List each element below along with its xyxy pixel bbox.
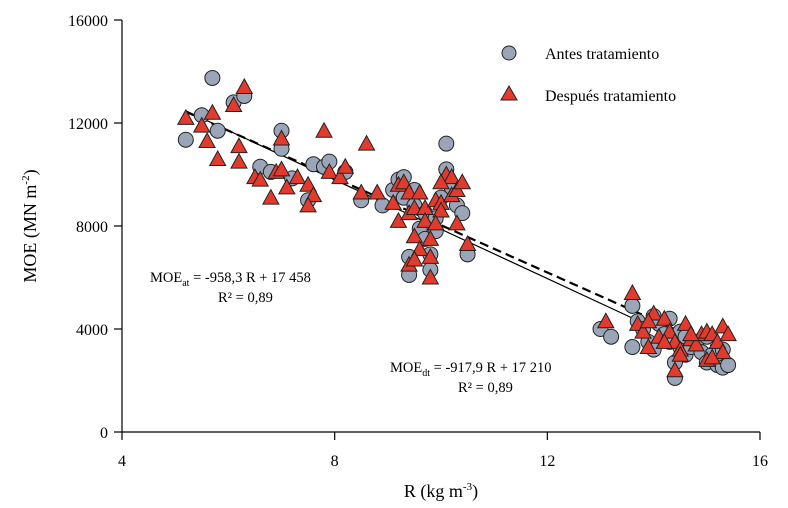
y-axis-title: MOE (MN m-2) [20, 169, 41, 282]
despues-point [421, 229, 440, 246]
data-markers [176, 69, 737, 386]
fit-equation-dt: MOEdt = -917,9 R + 17 210 [390, 360, 552, 379]
despues-point [623, 283, 642, 300]
y-tick-label: 16000 [68, 13, 108, 30]
despues-point [687, 335, 706, 352]
despues-point [410, 240, 429, 257]
despues-point [405, 250, 424, 267]
despues-point [400, 183, 418, 200]
despues-point [203, 103, 222, 120]
despues-point [251, 170, 270, 187]
despues-point [666, 361, 684, 378]
despues-point [224, 95, 243, 112]
despues-point [331, 168, 349, 185]
legend-label-antes: Antes tratamiento [545, 46, 659, 63]
antes-point [624, 339, 641, 356]
despues-point [336, 157, 355, 174]
despues-point [639, 312, 658, 329]
despues-point [432, 173, 450, 190]
legend-marker-triangle [500, 84, 518, 101]
despues-point [676, 314, 695, 331]
despues-point [421, 247, 440, 264]
fit-equation-at: MOEat = -958,3 R + 17 458 [150, 270, 311, 289]
x-axis-title: R (kg m-3) [404, 481, 478, 502]
legend-label-despues: Después tratamiento [545, 88, 676, 105]
despues-point [639, 337, 658, 355]
y-tick-label: 0 [100, 425, 108, 442]
despues-point [416, 211, 434, 228]
despues-point [198, 131, 216, 149]
x-tick-label: 4 [118, 453, 126, 470]
despues-point [368, 183, 387, 200]
despues-point [208, 150, 227, 167]
antes-point [209, 122, 226, 139]
despues-point [315, 121, 333, 138]
despues-point [299, 175, 317, 192]
despues-point [596, 312, 615, 329]
despues-point [230, 152, 248, 169]
despues-point [320, 162, 339, 179]
antes-point [438, 135, 455, 152]
despues-point [357, 134, 376, 151]
despues-point [432, 201, 450, 218]
fit-r2-at: R² = 0,89 [218, 290, 273, 306]
despues-point [682, 325, 700, 342]
despues-point [192, 116, 211, 133]
x-tick-label: 8 [331, 453, 339, 470]
despues-point [394, 173, 413, 190]
antes-point [177, 131, 194, 148]
despues-point [410, 183, 429, 200]
axis-ticks: 4 8 12 16 0 4000 8000 12000 16000 [68, 13, 768, 470]
y-tick-label: 8000 [76, 219, 108, 236]
despues-point [713, 343, 732, 360]
despues-point [442, 168, 461, 185]
antes-point [603, 328, 620, 345]
despues-point [453, 173, 472, 190]
despues-point [719, 325, 737, 342]
x-tick-label: 16 [752, 453, 768, 470]
y-tick-label: 4000 [76, 322, 108, 339]
despues-point [230, 137, 248, 154]
despues-point [660, 322, 679, 339]
despues-point [421, 268, 440, 285]
despues-point [405, 198, 424, 215]
despues-point [405, 227, 424, 244]
despues-point [176, 108, 195, 125]
antes-point [454, 205, 471, 222]
despues-point [277, 178, 296, 195]
despues-point [655, 332, 674, 349]
despues-point [272, 160, 291, 177]
despues-point [299, 196, 317, 213]
despues-point [352, 183, 371, 200]
legend-marker-circle [501, 45, 517, 61]
x-tick-label: 12 [539, 453, 555, 470]
despues-point [384, 193, 402, 210]
fit-r2-dt: R² = 0,89 [458, 380, 513, 396]
despues-point [448, 214, 466, 231]
antes-point [624, 297, 641, 314]
despues-point [304, 186, 323, 203]
despues-point [703, 348, 721, 365]
despues-point [458, 234, 477, 252]
legend: Antes tratamiento Después tratamiento [500, 45, 676, 105]
despues-point [426, 214, 445, 231]
despues-point [655, 309, 674, 326]
antes-point [204, 69, 221, 86]
despues-point [262, 188, 280, 205]
despues-point [272, 129, 291, 146]
antes-point [720, 357, 737, 374]
despues-point [288, 168, 307, 185]
y-tick-label: 12000 [68, 116, 108, 133]
despues-point [235, 77, 254, 94]
despues-point [634, 322, 652, 339]
despues-point [671, 345, 690, 362]
